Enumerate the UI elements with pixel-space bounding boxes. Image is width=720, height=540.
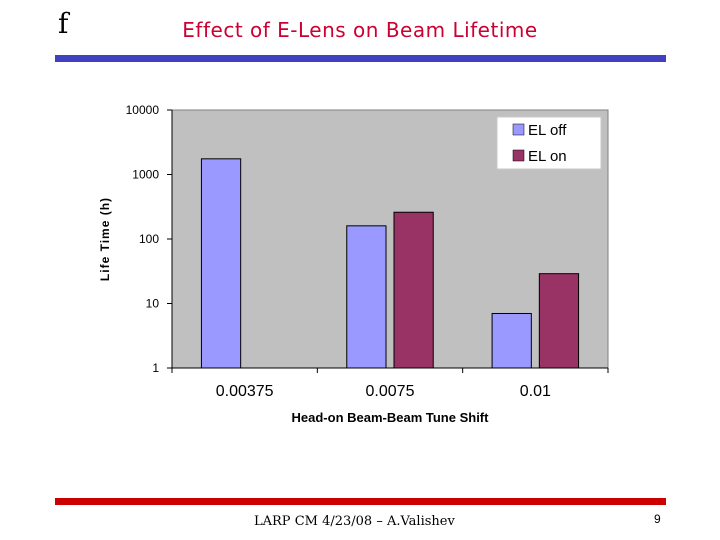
y-tick-label: 10	[146, 297, 160, 311]
legend: EL off EL on	[496, 116, 602, 170]
legend-label-el-on: EL on	[528, 148, 567, 165]
title-rule	[55, 55, 666, 62]
y-tick-label: 10000	[126, 103, 160, 117]
x-ticks: 0.00375 0.0075 0.01	[171, 368, 609, 400]
x-axis: 0.00375 0.0075 0.01	[171, 367, 609, 400]
legend-label-el-off: EL off	[528, 122, 567, 139]
legend-swatch-el-off	[512, 123, 525, 136]
y-ticks: 1 10 100 1000 10000	[126, 103, 172, 375]
bar-el-off	[200, 158, 242, 369]
logo-glyph: f	[58, 7, 69, 40]
bar-el-off	[346, 225, 387, 369]
bar-el-on	[538, 273, 580, 369]
page-number: 9	[654, 512, 661, 526]
bars	[200, 158, 580, 369]
y-axis: 1 10 100 1000 10000	[126, 103, 173, 375]
x-tick-label: 0.01	[520, 383, 551, 400]
x-tick-label: 0.00375	[216, 383, 274, 400]
x-axis-title: Head-on Beam-Beam Tune Shift	[292, 410, 490, 425]
y-axis-title: Life Time (h)	[98, 197, 112, 281]
legend-swatch-el-on	[512, 149, 525, 162]
slide-title: Effect of E-Lens on Beam Lifetime	[182, 18, 538, 42]
x-tick-label: 0.0075	[366, 383, 415, 400]
bar-el-on	[393, 211, 434, 369]
y-tick-label: 1000	[132, 168, 159, 182]
bar-el-off	[491, 312, 532, 369]
y-tick-label: 1	[152, 361, 159, 375]
footer-rule	[55, 498, 666, 505]
y-tick-label: 100	[139, 232, 159, 246]
footer-text: LARP CM 4/23/08 – A.Valishev	[254, 514, 455, 529]
